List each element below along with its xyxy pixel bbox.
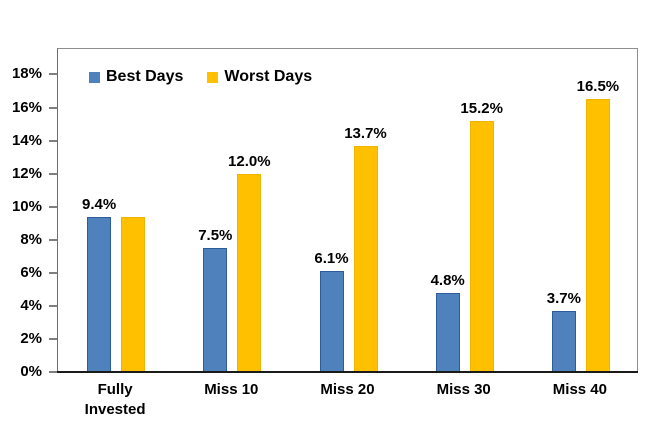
data-label-best-days-miss-30: 4.8% bbox=[430, 271, 465, 289]
x-category-label-miss-20: Miss 20 bbox=[320, 381, 375, 398]
bar-worst-days-miss-30 bbox=[469, 120, 494, 372]
data-label-best-days-miss-10: 7.5% bbox=[198, 227, 233, 244]
y-tick-mark bbox=[49, 139, 57, 142]
y-tick-label-4-: 4% bbox=[20, 296, 42, 314]
y-tick-label-6-: 6% bbox=[20, 263, 42, 281]
x-axis-line bbox=[49, 370, 638, 373]
y-tick-mark bbox=[49, 172, 57, 175]
data-label-best-days-miss-40: 3.7% bbox=[546, 289, 581, 307]
x-category-label-fully-invested: Fully Invested bbox=[84, 381, 146, 418]
legend-item-best-days: Best Days bbox=[89, 68, 183, 86]
y-tick-label-18-: 18% bbox=[11, 65, 42, 83]
bar-worst-days-miss-40 bbox=[585, 99, 610, 372]
bar-worst-days-fully-invested bbox=[121, 216, 146, 372]
y-tick-mark bbox=[49, 106, 57, 109]
data-label-worst-days-miss-10: 12.0% bbox=[228, 152, 271, 170]
legend-swatch-best-days-icon bbox=[89, 71, 100, 83]
data-label-worst-days-miss-40: 16.5% bbox=[576, 78, 620, 96]
y-tick-label-0-: 0% bbox=[20, 363, 42, 380]
y-tick-mark bbox=[49, 271, 57, 274]
legend: Best Days Worst Days bbox=[89, 68, 312, 86]
x-category-label-miss-40: Miss 40 bbox=[552, 381, 607, 398]
data-label-worst-days-miss-20: 13.7% bbox=[344, 124, 387, 142]
y-tick-label-16-: 16% bbox=[11, 98, 42, 116]
y-tick-label-2-: 2% bbox=[20, 329, 42, 347]
legend-label-best-days: Best Days bbox=[106, 68, 184, 85]
plot-area: Best Days Worst Days 9.4% 7.5% 6.1% 4.8% 3.7… bbox=[57, 48, 638, 372]
bar-worst-days-miss-10 bbox=[237, 173, 262, 372]
bar-best-days-miss-10 bbox=[203, 248, 228, 372]
y-tick-label-10-: 10% bbox=[11, 197, 42, 215]
x-category-label-miss-10: Miss 10 bbox=[204, 381, 259, 398]
data-label-best-days-fully-invested: 9.4% bbox=[81, 195, 117, 213]
bar-best-days-miss-40 bbox=[551, 310, 576, 372]
legend-swatch-worst-days-icon bbox=[207, 71, 219, 83]
x-category-label-miss-30: Miss 30 bbox=[436, 381, 491, 398]
y-tick-mark bbox=[49, 371, 57, 373]
data-label-best-days-miss-20: 6.1% bbox=[314, 250, 349, 268]
bar-best-days-miss-20 bbox=[319, 271, 344, 372]
bar-best-days-fully-invested bbox=[87, 216, 112, 372]
y-tick-label-12-: 12% bbox=[11, 164, 42, 182]
y-tick-mark bbox=[49, 238, 57, 241]
legend-label-worst-days: Worst Days bbox=[224, 68, 313, 85]
legend-item-worst-days: Worst Days bbox=[207, 68, 312, 86]
bar-worst-days-miss-20 bbox=[353, 145, 378, 372]
y-tick-mark bbox=[49, 337, 57, 340]
y-tick-mark bbox=[49, 205, 57, 208]
data-label-worst-days-miss-30: 15.2% bbox=[460, 99, 503, 117]
y-tick-mark bbox=[49, 304, 57, 307]
bar-best-days-miss-30 bbox=[435, 292, 460, 372]
y-tick-label-14-: 14% bbox=[11, 131, 42, 149]
y-tick-label-8-: 8% bbox=[20, 230, 42, 248]
y-tick-mark bbox=[49, 73, 57, 76]
